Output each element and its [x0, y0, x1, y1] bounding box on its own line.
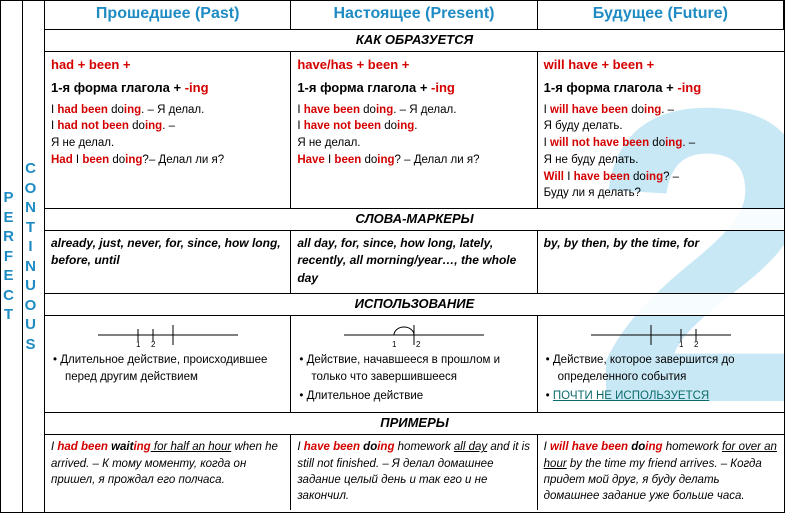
- timeline-future: 12: [544, 320, 778, 350]
- formation-future: will have + been +1-я форма глагола + -i…: [538, 52, 784, 209]
- formation-present: have/has + been +1-я форма глагола + -in…: [291, 52, 537, 209]
- section-formation: КАК ОБРАЗУЕТСЯ: [45, 30, 784, 52]
- markers-past: already, just, never, for, since, how lo…: [45, 231, 291, 294]
- grammar-table: PERFECT CONTINUOUS Прошедшее (Past) Наст…: [0, 0, 785, 513]
- col-header-past: Прошедшее (Past): [45, 1, 291, 30]
- section-usage: ИСПОЛЬЗОВАНИЕ: [45, 294, 784, 316]
- formation-past: had + been +1-я форма глагола + -ingI ha…: [45, 52, 291, 209]
- side-label-continuous: CONTINUOUS: [23, 1, 45, 512]
- markers-future: by, by then, by the time, for: [538, 231, 784, 294]
- svg-text:1: 1: [136, 340, 141, 349]
- usage-present: 12 Действие, начавшееся в прошлом и толь…: [291, 316, 537, 413]
- usage-future: 12 Действие, которое завершится до опред…: [538, 316, 784, 413]
- svg-text:2: 2: [416, 340, 421, 349]
- svg-text:1: 1: [679, 340, 684, 349]
- example-past: I had been waiting for half an hour when…: [45, 435, 291, 509]
- section-markers: СЛОВА-МАРКЕРЫ: [45, 209, 784, 231]
- col-header-present: Настоящее (Present): [291, 1, 537, 30]
- example-present: I have been doing homework all day and i…: [291, 435, 537, 509]
- example-future: I will have been doing homework for over…: [538, 435, 784, 509]
- timeline-present: 12: [297, 320, 530, 350]
- timeline-past: 12: [51, 320, 284, 350]
- col-header-future: Будущее (Future): [538, 1, 784, 30]
- section-examples: ПРИМЕРЫ: [45, 413, 784, 435]
- svg-text:1: 1: [392, 340, 397, 349]
- markers-present: all day, for, since, how long, lately, r…: [291, 231, 537, 294]
- svg-text:2: 2: [151, 340, 156, 349]
- side-label-perfect: PERFECT: [1, 1, 23, 512]
- svg-text:2: 2: [694, 340, 699, 349]
- usage-past: 12 Длительное действие, происходившее пе…: [45, 316, 291, 413]
